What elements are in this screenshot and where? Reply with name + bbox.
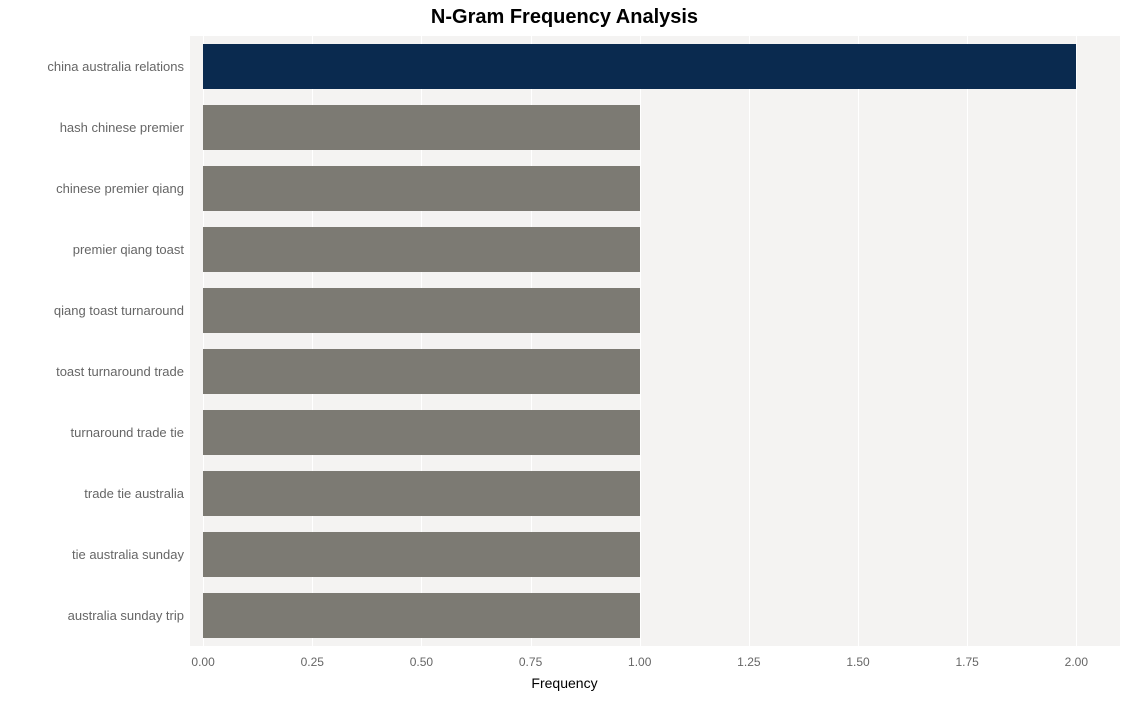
y-tick-label: trade tie australia (84, 486, 184, 501)
x-tick-label: 1.00 (628, 655, 651, 669)
y-tick-label: qiang toast turnaround (54, 303, 184, 318)
bar (203, 105, 640, 151)
bar (203, 532, 640, 578)
grid-line (640, 36, 641, 646)
ngram-frequency-chart: N-Gram Frequency Analysis Frequency chin… (0, 0, 1129, 701)
x-tick-label: 0.50 (410, 655, 433, 669)
bar (203, 593, 640, 639)
bar (203, 410, 640, 456)
bar (203, 471, 640, 517)
grid-line (749, 36, 750, 646)
y-tick-label: turnaround trade tie (71, 425, 184, 440)
grid-line (858, 36, 859, 646)
bar (203, 349, 640, 395)
bar (203, 227, 640, 273)
x-axis-label: Frequency (0, 675, 1129, 691)
y-tick-label: premier qiang toast (73, 242, 184, 257)
y-tick-label: hash chinese premier (60, 120, 184, 135)
y-tick-label: chinese premier qiang (56, 181, 184, 196)
x-tick-label: 0.00 (191, 655, 214, 669)
x-tick-label: 0.25 (301, 655, 324, 669)
x-tick-label: 1.50 (846, 655, 869, 669)
y-tick-label: china australia relations (47, 59, 184, 74)
y-tick-label: australia sunday trip (68, 608, 184, 623)
bar (203, 44, 1076, 90)
x-tick-label: 1.25 (737, 655, 760, 669)
bar (203, 166, 640, 212)
grid-line (1076, 36, 1077, 646)
x-tick-label: 0.75 (519, 655, 542, 669)
x-tick-label: 2.00 (1065, 655, 1088, 669)
chart-title: N-Gram Frequency Analysis (0, 6, 1129, 29)
plot-area (190, 36, 1120, 646)
x-tick-label: 1.75 (955, 655, 978, 669)
bar (203, 288, 640, 334)
y-tick-label: toast turnaround trade (56, 364, 184, 379)
y-tick-label: tie australia sunday (72, 547, 184, 562)
grid-line (967, 36, 968, 646)
